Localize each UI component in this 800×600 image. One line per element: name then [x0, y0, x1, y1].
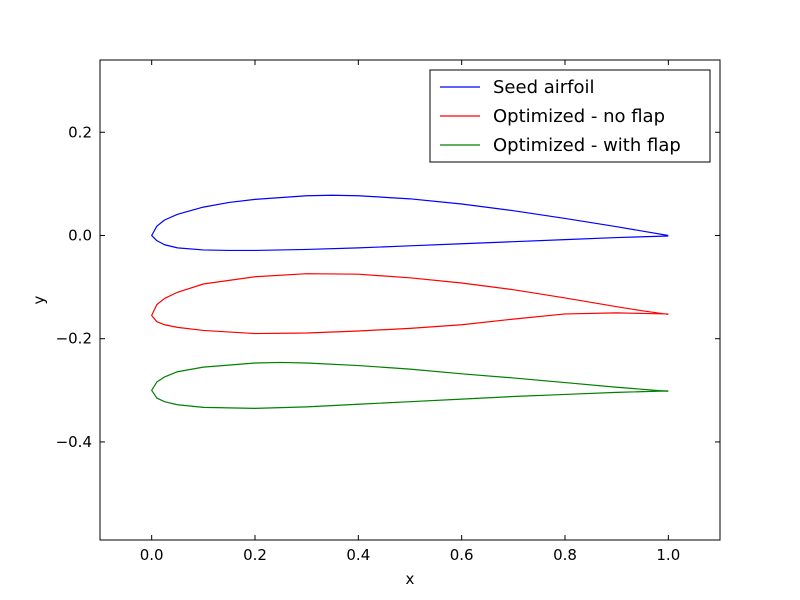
x-tick-label: 0.2 — [243, 546, 267, 564]
legend: Seed airfoil Optimized - no flap Optimized… — [429, 69, 711, 163]
y-tick-label: −0.2 — [56, 330, 92, 348]
legend-label-0: Seed airfoil — [493, 77, 595, 98]
y-tick-label: 0.2 — [68, 123, 92, 141]
plot-series — [151, 194, 669, 409]
y-tick-label: −0.4 — [56, 433, 92, 451]
x-axis: 0.0 0.2 0.4 0.6 0.8 1.0 — [140, 60, 680, 564]
x-axis-label: x — [406, 570, 415, 588]
series-line-0 — [151, 194, 669, 252]
x-tick-label: 1.0 — [656, 546, 680, 564]
x-tick-label: 0.4 — [346, 546, 370, 564]
y-tick-label: 0.0 — [68, 226, 92, 244]
x-tick-label: 0.8 — [553, 546, 577, 564]
series-line-2 — [151, 361, 669, 409]
legend-label-1: Optimized - no flap — [493, 106, 665, 127]
x-tick-label: 0.6 — [450, 546, 474, 564]
legend-label-2: Optimized - with flap — [493, 135, 681, 156]
series-line-1 — [151, 273, 669, 335]
y-axis-label: y — [30, 295, 48, 304]
plot-frame — [99, 59, 721, 541]
x-tick-label: 0.0 — [140, 546, 164, 564]
y-axis: 0.2 0.0 −0.2 −0.4 — [56, 123, 720, 451]
